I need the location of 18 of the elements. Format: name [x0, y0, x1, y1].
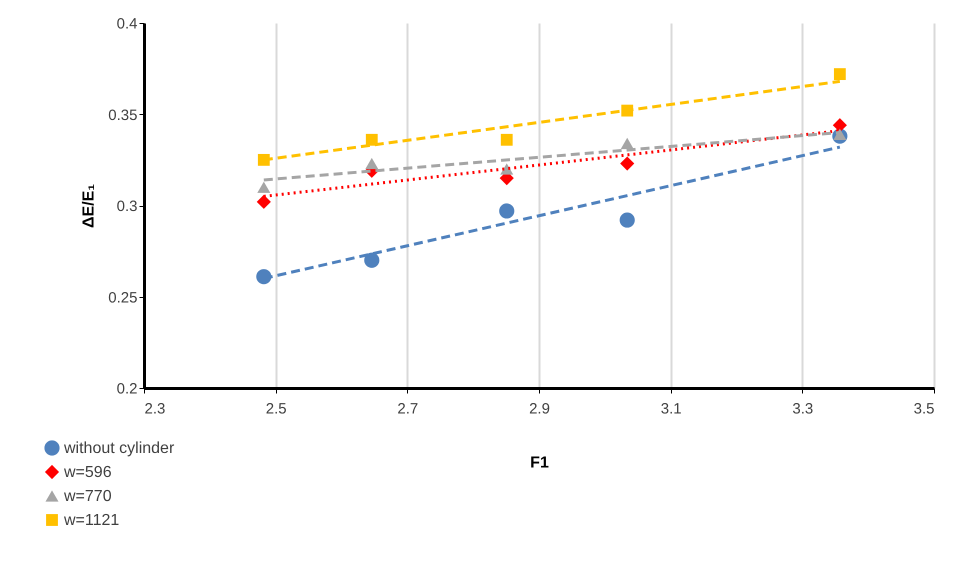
x-tick-label: 2.5: [266, 400, 287, 418]
x-tick-label: 3.1: [660, 400, 682, 418]
legend-label: w=596: [63, 464, 112, 481]
y-tick-label: 0.4: [116, 16, 138, 32]
x-tick-label: 2.9: [529, 400, 550, 418]
y-tick-label: 0.35: [108, 106, 138, 124]
legend-label: without cylinder: [63, 440, 175, 457]
y-tick-label: 0.3: [116, 198, 138, 215]
x-tick-label: 3.3: [792, 400, 814, 418]
legend-label: w=770: [63, 488, 112, 505]
x-tick-label: 3.5: [914, 400, 934, 418]
x-tick-label: 2.7: [397, 400, 418, 418]
y-axis-title: ΔE/E₁: [80, 184, 98, 228]
x-tick-label: 2.3: [144, 400, 166, 418]
y-tick-label: 0.2: [116, 380, 138, 398]
x-axis-title: F1: [530, 454, 549, 472]
y-tick-label: 0.25: [108, 289, 138, 306]
legend-label: w=1121: [63, 512, 120, 529]
